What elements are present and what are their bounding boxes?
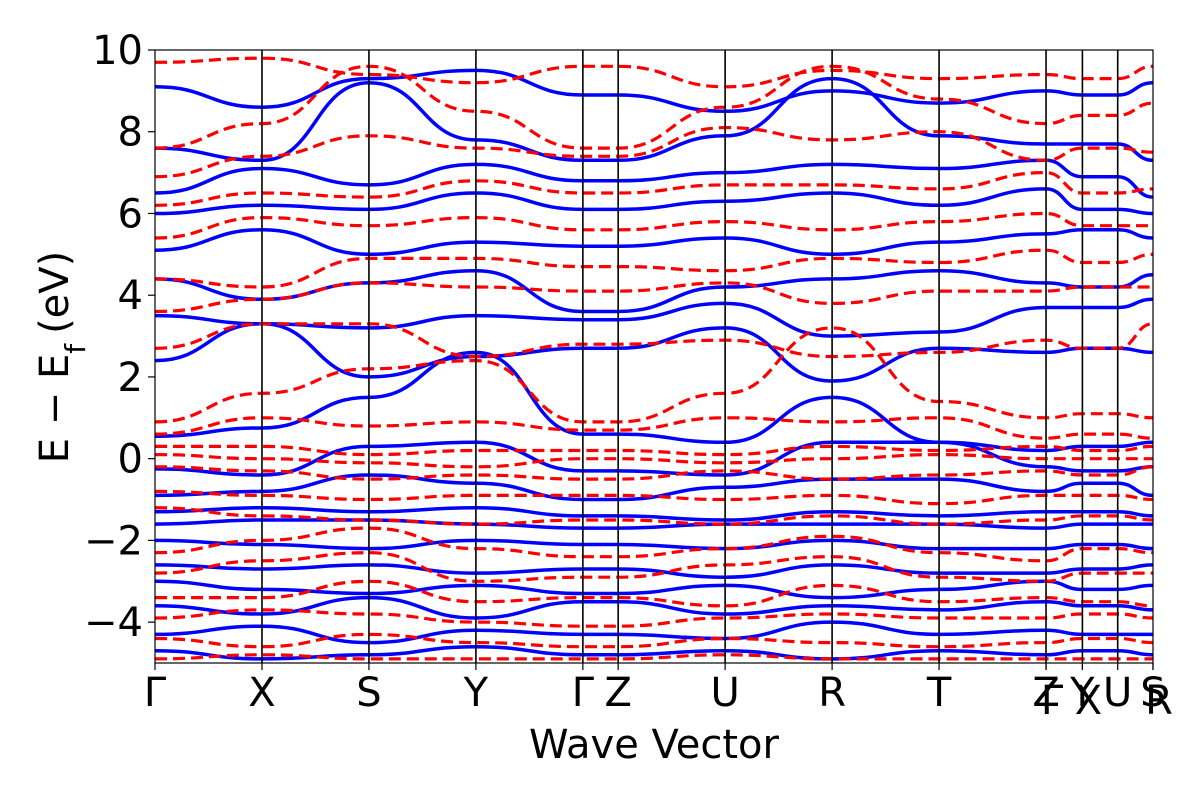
y-tick-label: 8 <box>118 110 143 156</box>
x-tick-label: Γ <box>572 670 595 716</box>
plot-frame <box>154 49 1154 664</box>
x-axis: Γ X S Y Γ Z U R T ZΓ YX U SR <box>144 663 1173 724</box>
dashed-band-18 <box>155 608 1153 628</box>
solid-band-2 <box>155 297 1153 338</box>
solid-band-1 <box>155 322 1153 383</box>
solid-band-15 <box>155 579 1153 600</box>
y-axis-title-unit: (eV) <box>32 251 78 334</box>
dashed-band-5 <box>155 211 1153 240</box>
x-tick-label: Y <box>463 670 489 716</box>
solid-band-6 <box>155 158 1153 199</box>
solid-band-4 <box>155 228 1153 257</box>
dashed-band-14 <box>155 506 1153 526</box>
high-symmetry-lines <box>261 50 1119 663</box>
x-tick-label: X <box>1075 678 1102 724</box>
dashed-band-16 <box>155 551 1153 583</box>
y-axis-title-main: E − E <box>32 354 78 464</box>
solid-band-9 <box>155 440 1153 477</box>
solid-band-7 <box>155 76 1153 163</box>
dashed-band-20 <box>155 653 1153 661</box>
y-axis-title: E − Ef (eV) <box>32 251 92 464</box>
solid-band-11 <box>155 505 1153 522</box>
dashed-band-10 <box>155 444 1153 457</box>
dashed-band-4 <box>155 248 1153 289</box>
dashed-band-19 <box>155 632 1153 649</box>
solid-band-0 <box>155 350 1153 453</box>
x-axis-title: Wave Vector <box>529 722 780 768</box>
x-tick-label: U <box>710 670 739 716</box>
x-tick-label: Z <box>1032 670 1059 716</box>
y-tick-label: −4 <box>84 600 143 646</box>
x-tick-label: U <box>1103 670 1132 716</box>
solid-band-14 <box>155 563 1153 579</box>
solid-band-8 <box>155 68 1153 114</box>
dashed-band-17 <box>155 579 1153 608</box>
y-tick-label: 4 <box>118 273 143 319</box>
dashed-band-2 <box>155 322 1153 359</box>
dashed-band-15 <box>155 526 1153 563</box>
x-tick-label: Z <box>604 670 631 716</box>
y-tick-label: 6 <box>118 191 143 237</box>
x-tick-label: Γ <box>1041 678 1064 724</box>
solid-band-13 <box>155 538 1153 551</box>
solid-band-5 <box>155 187 1153 216</box>
y-tick-label: 0 <box>118 437 143 483</box>
dashed-band-1 <box>155 326 1153 424</box>
solid-band-10 <box>155 473 1153 502</box>
x-tick-label: Γ <box>144 670 167 716</box>
solid-band-18 <box>155 644 1153 661</box>
x-tick-label: S <box>1140 670 1165 716</box>
solid-band-3 <box>155 268 1153 314</box>
y-axis-title-subscript: f <box>59 343 92 354</box>
dashed-band-13 <box>155 489 1153 506</box>
x-tick-label: Y <box>1069 670 1095 716</box>
solid-band-17 <box>155 620 1153 645</box>
dashed-band-9 <box>155 56 1153 89</box>
band-lines <box>155 56 1153 661</box>
dashed-band-0 <box>155 416 1153 440</box>
dashed-band-8 <box>155 64 1153 150</box>
solid-band-16 <box>155 595 1153 620</box>
y-tick-label: 2 <box>118 355 143 401</box>
y-tick-label: −2 <box>84 518 143 564</box>
y-axis: −4 −2 0 2 4 6 8 10 <box>84 28 155 646</box>
dashed-band-3 <box>155 281 1153 314</box>
x-tick-label: X <box>248 670 275 716</box>
x-tick-label: S <box>356 670 381 716</box>
dashed-band-12 <box>155 465 1153 481</box>
dashed-band-6 <box>155 170 1153 207</box>
x-tick-label: R <box>818 670 846 716</box>
dashed-band-11 <box>155 452 1153 469</box>
x-tick-label: R <box>1145 678 1173 724</box>
dashed-band-7 <box>155 125 1153 179</box>
x-tick-label: T <box>926 670 952 716</box>
y-tick-label: 10 <box>92 28 143 74</box>
